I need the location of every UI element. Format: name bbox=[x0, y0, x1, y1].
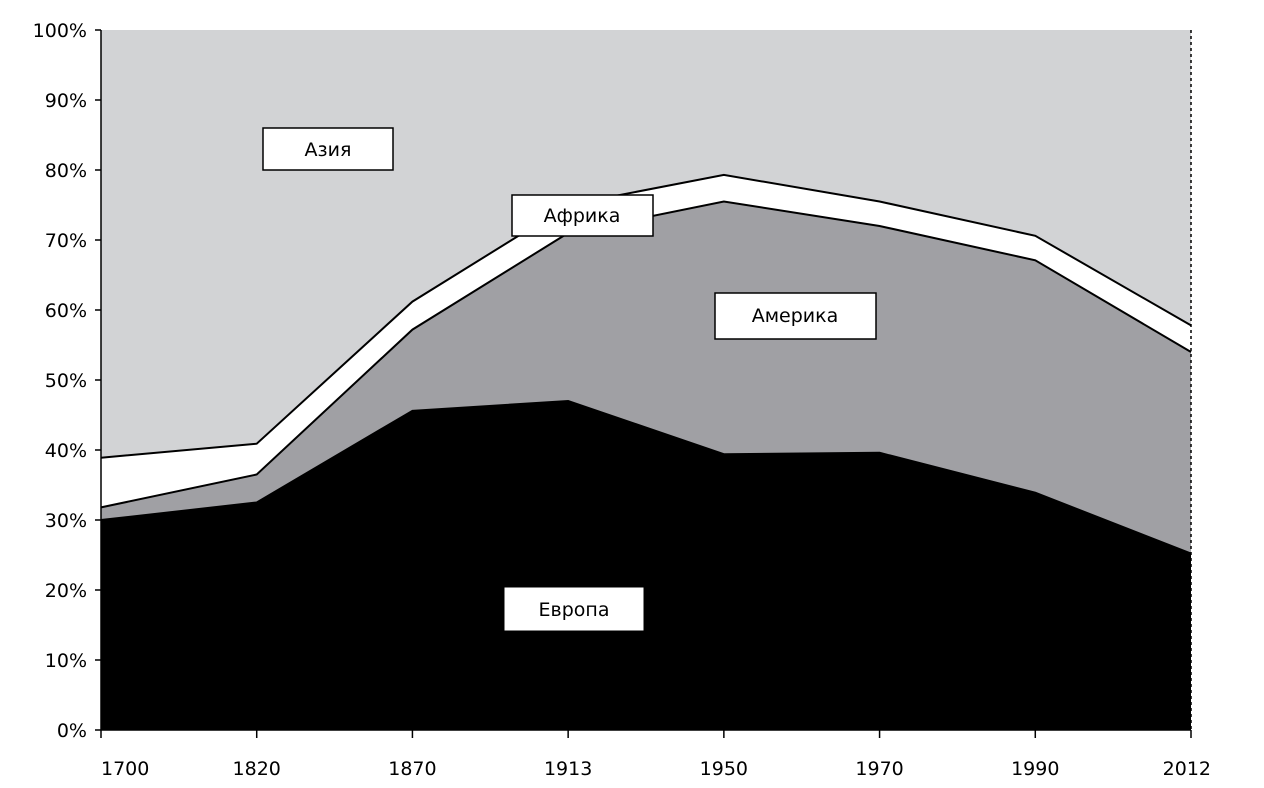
x-tick-label: 1970 bbox=[855, 758, 903, 780]
y-tick-label: 20% bbox=[45, 580, 87, 602]
x-tick-label: 1820 bbox=[233, 758, 281, 780]
x-tick-label: 1700 bbox=[101, 758, 149, 780]
x-tick-label: 1870 bbox=[388, 758, 436, 780]
x-tick-label: 1950 bbox=[700, 758, 748, 780]
y-tick-label: 100% bbox=[33, 20, 87, 42]
label-africa: Африка bbox=[511, 194, 654, 237]
area-Африка bbox=[101, 174, 1191, 508]
y-tick-label: 40% bbox=[45, 440, 87, 462]
series-areas bbox=[100, 30, 1192, 730]
label-asia: Азия bbox=[262, 127, 394, 171]
area-labels: Азия Африка Америка Европа bbox=[262, 127, 877, 631]
label-asia-text: Азия bbox=[305, 139, 352, 161]
y-tick-label: 30% bbox=[45, 510, 87, 532]
y-tick-label: 0% bbox=[57, 720, 87, 742]
area-Америка bbox=[101, 201, 1191, 554]
y-tick-label: 70% bbox=[45, 230, 87, 252]
axes: 0% 10% 20% 30% 40% 50% 60% 70% 80% 90% 100% 1700 182… bbox=[33, 20, 1211, 780]
label-europe-text: Европа bbox=[539, 599, 610, 621]
y-tick-label: 60% bbox=[45, 300, 87, 322]
boundary-line-Африка bbox=[100, 173, 1192, 459]
x-tick-label: 1913 bbox=[544, 758, 592, 780]
label-africa-text: Африка bbox=[544, 205, 621, 227]
y-tick-label: 10% bbox=[45, 650, 87, 672]
boundary-line-Европа bbox=[100, 399, 1192, 555]
label-america-text: Америка bbox=[752, 305, 839, 327]
x-tick-label: 1990 bbox=[1011, 758, 1059, 780]
y-tick-label: 50% bbox=[45, 370, 87, 392]
area-Европа bbox=[101, 401, 1191, 730]
y-tick-label: 80% bbox=[45, 160, 87, 182]
y-tick-label: 90% bbox=[45, 90, 87, 112]
label-europe: Европа bbox=[504, 587, 644, 631]
x-tick-label: 2012 bbox=[1163, 758, 1211, 780]
label-america: Америка bbox=[714, 292, 877, 340]
